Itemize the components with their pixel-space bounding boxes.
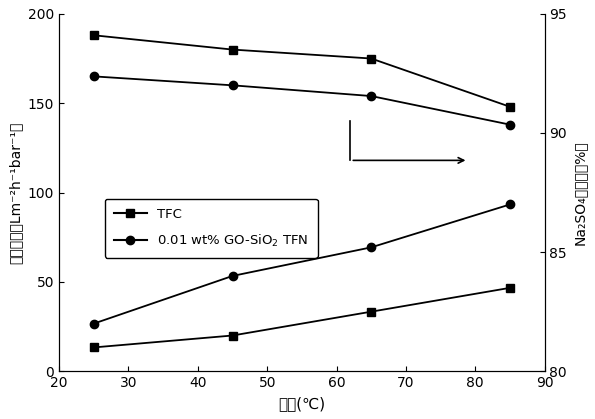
Y-axis label: 纯水通量（Lm⁻²h⁻¹bar⁻¹）: 纯水通量（Lm⁻²h⁻¹bar⁻¹） xyxy=(8,122,23,264)
X-axis label: 温度(℃): 温度(℃) xyxy=(278,396,325,411)
Legend: TFC, 0.01 wt% GO-SiO$_2$ TFN: TFC, 0.01 wt% GO-SiO$_2$ TFN xyxy=(105,199,318,258)
Y-axis label: Na₂SO₄截留率（%）: Na₂SO₄截留率（%） xyxy=(572,140,587,245)
